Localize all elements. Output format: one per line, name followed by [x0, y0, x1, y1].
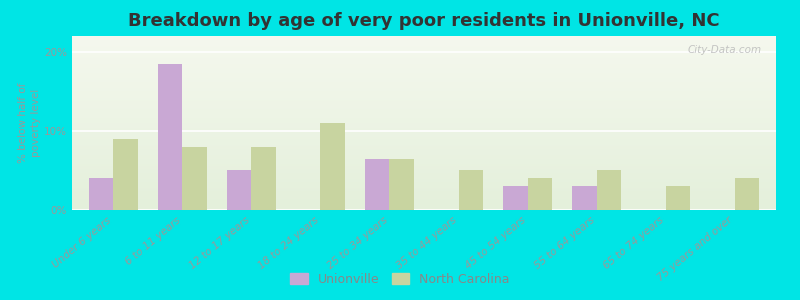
Y-axis label: % below half of
poverty level: % below half of poverty level	[18, 83, 42, 163]
Bar	[597, 170, 621, 210]
Bar	[458, 170, 482, 210]
Bar	[321, 123, 345, 210]
Text: City-Data.com: City-Data.com	[688, 45, 762, 55]
Bar	[734, 178, 758, 210]
Bar	[666, 186, 690, 210]
Bar	[158, 64, 182, 210]
Bar	[503, 186, 527, 210]
Bar	[366, 159, 390, 210]
Bar	[90, 178, 114, 210]
Bar	[572, 186, 597, 210]
Bar	[527, 178, 552, 210]
Title: Breakdown by age of very poor residents in Unionville, NC: Breakdown by age of very poor residents …	[128, 12, 720, 30]
Bar	[182, 147, 206, 210]
Bar	[114, 139, 138, 210]
Bar	[227, 170, 251, 210]
Bar	[251, 147, 276, 210]
Legend: Unionville, North Carolina: Unionville, North Carolina	[285, 268, 515, 291]
Bar	[390, 159, 414, 210]
